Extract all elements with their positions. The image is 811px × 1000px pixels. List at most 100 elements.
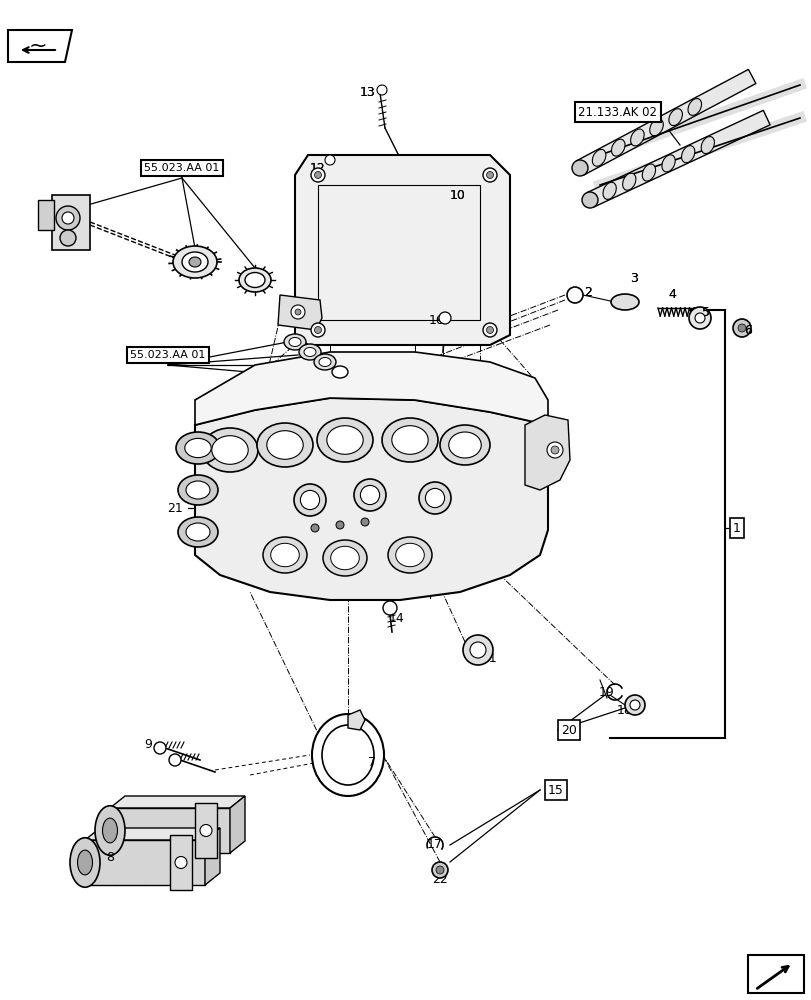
Ellipse shape (270, 543, 299, 567)
Polygon shape (85, 840, 204, 885)
Circle shape (154, 742, 165, 754)
Ellipse shape (330, 546, 358, 570)
Polygon shape (230, 796, 245, 853)
Text: 18: 18 (616, 704, 632, 716)
Text: 10: 10 (449, 189, 466, 202)
Circle shape (571, 160, 587, 176)
Circle shape (361, 518, 368, 526)
Text: 6: 6 (743, 324, 751, 336)
Ellipse shape (182, 252, 208, 272)
Text: 22: 22 (431, 874, 448, 886)
Text: 55.023.AA 01: 55.023.AA 01 (130, 350, 205, 360)
Circle shape (629, 700, 639, 710)
Text: 13: 13 (360, 86, 375, 99)
Circle shape (547, 442, 562, 458)
Circle shape (689, 307, 710, 329)
Text: 5: 5 (702, 306, 709, 320)
Ellipse shape (173, 246, 217, 278)
Circle shape (462, 635, 492, 665)
Bar (318, 185, 479, 320)
Polygon shape (109, 796, 245, 808)
Ellipse shape (630, 129, 643, 146)
Ellipse shape (323, 540, 367, 576)
Circle shape (169, 754, 181, 766)
Ellipse shape (668, 109, 681, 126)
Text: 55.023.AA 01: 55.023.AA 01 (144, 163, 220, 173)
Ellipse shape (189, 257, 201, 267)
Ellipse shape (319, 358, 331, 366)
Ellipse shape (680, 146, 694, 163)
Ellipse shape (701, 137, 714, 154)
Text: 11: 11 (482, 652, 497, 664)
Text: 12: 12 (310, 162, 325, 175)
Text: 17: 17 (427, 838, 442, 851)
Text: 8: 8 (106, 851, 114, 864)
Polygon shape (8, 30, 72, 62)
Ellipse shape (322, 725, 374, 785)
Circle shape (311, 168, 324, 182)
Text: 12: 12 (310, 162, 325, 175)
Ellipse shape (395, 543, 424, 567)
Text: 1: 1 (732, 522, 740, 534)
Ellipse shape (178, 517, 217, 547)
Bar (747, 955, 803, 993)
Text: ~: ~ (28, 36, 47, 56)
Ellipse shape (263, 537, 307, 573)
Circle shape (294, 484, 325, 516)
Polygon shape (195, 398, 547, 600)
Bar (38, 200, 54, 230)
Ellipse shape (661, 155, 675, 172)
Text: 20: 20 (560, 723, 577, 736)
Ellipse shape (267, 431, 303, 459)
Ellipse shape (440, 425, 489, 465)
Text: 2: 2 (583, 286, 591, 298)
Circle shape (383, 601, 397, 615)
Polygon shape (586, 110, 769, 207)
Ellipse shape (316, 418, 372, 462)
Circle shape (60, 230, 76, 246)
Text: 4: 4 (667, 288, 675, 302)
Ellipse shape (186, 523, 210, 541)
Text: 15: 15 (547, 784, 564, 796)
Ellipse shape (95, 806, 125, 855)
Polygon shape (294, 155, 509, 345)
Circle shape (314, 326, 321, 334)
Circle shape (425, 488, 444, 508)
Ellipse shape (289, 338, 301, 347)
Circle shape (418, 482, 450, 514)
Text: 21.133.AK 02: 21.133.AK 02 (577, 106, 657, 119)
Text: 19: 19 (599, 686, 614, 698)
Ellipse shape (326, 426, 363, 454)
Circle shape (200, 824, 212, 836)
Ellipse shape (238, 268, 271, 292)
Ellipse shape (186, 481, 210, 499)
Ellipse shape (102, 818, 118, 843)
Circle shape (483, 323, 496, 337)
Text: 13: 13 (360, 86, 375, 99)
Circle shape (483, 168, 496, 182)
Text: 14: 14 (388, 611, 405, 624)
Ellipse shape (303, 348, 315, 357)
Circle shape (62, 212, 74, 224)
Circle shape (431, 862, 448, 878)
Circle shape (360, 485, 379, 505)
Circle shape (294, 309, 301, 315)
Ellipse shape (212, 436, 248, 464)
Circle shape (624, 695, 644, 715)
Ellipse shape (284, 334, 306, 350)
Ellipse shape (176, 432, 220, 464)
Ellipse shape (185, 438, 211, 458)
Polygon shape (85, 828, 220, 840)
Polygon shape (576, 69, 755, 175)
Polygon shape (525, 415, 569, 490)
Text: 4: 4 (667, 288, 675, 302)
Ellipse shape (622, 173, 635, 190)
Bar (52, 195, 90, 250)
Circle shape (175, 856, 187, 868)
Circle shape (311, 323, 324, 337)
Circle shape (581, 192, 597, 208)
Circle shape (290, 305, 305, 319)
Ellipse shape (642, 164, 654, 181)
Circle shape (300, 490, 320, 510)
Text: 21: 21 (167, 502, 182, 514)
